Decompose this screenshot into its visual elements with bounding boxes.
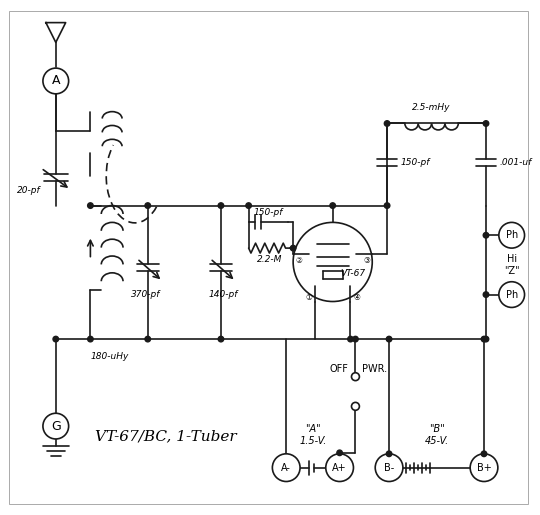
Circle shape: [483, 121, 489, 126]
Circle shape: [53, 336, 58, 342]
Circle shape: [386, 336, 392, 342]
Circle shape: [272, 454, 300, 482]
Circle shape: [87, 203, 93, 209]
Text: A-: A-: [281, 462, 291, 473]
Text: VT-67: VT-67: [341, 269, 366, 278]
Circle shape: [481, 451, 487, 457]
Circle shape: [483, 336, 489, 342]
Circle shape: [483, 292, 489, 297]
Circle shape: [218, 336, 224, 342]
Text: 150-pf: 150-pf: [401, 158, 430, 167]
Circle shape: [384, 121, 390, 126]
Circle shape: [499, 222, 524, 248]
Circle shape: [87, 336, 93, 342]
Circle shape: [145, 203, 151, 209]
Circle shape: [384, 203, 390, 209]
Text: 20-pf: 20-pf: [17, 186, 41, 195]
Circle shape: [499, 282, 524, 307]
Text: ①: ①: [305, 293, 312, 302]
Circle shape: [386, 451, 392, 457]
Text: A: A: [51, 75, 60, 88]
Text: 2.5-mHy: 2.5-mHy: [413, 103, 451, 112]
Text: Ph: Ph: [505, 289, 518, 300]
Circle shape: [218, 203, 224, 209]
Circle shape: [375, 454, 403, 482]
Text: "B"
45-V.: "B" 45-V.: [424, 424, 449, 446]
Circle shape: [470, 454, 498, 482]
Text: 150-pf: 150-pf: [254, 208, 283, 217]
Text: Ph: Ph: [505, 230, 518, 241]
Text: .001-uf: .001-uf: [500, 158, 532, 167]
Circle shape: [293, 222, 372, 301]
Text: A+: A+: [332, 462, 347, 473]
Text: 180-uHy: 180-uHy: [90, 352, 129, 361]
Circle shape: [326, 454, 354, 482]
Circle shape: [353, 336, 358, 342]
Circle shape: [352, 373, 360, 381]
Text: G: G: [51, 420, 60, 433]
Text: 140-pf: 140-pf: [208, 289, 238, 299]
Circle shape: [483, 232, 489, 238]
Text: ③: ③: [363, 256, 370, 265]
Text: Hi
"Z": Hi "Z": [504, 254, 519, 276]
Text: "A"
1.5-V.: "A" 1.5-V.: [299, 424, 327, 446]
Text: 370-pf: 370-pf: [131, 289, 160, 299]
Text: 2.2-M: 2.2-M: [256, 255, 282, 265]
Text: OFF: OFF: [329, 364, 348, 374]
Circle shape: [352, 402, 360, 410]
Circle shape: [330, 203, 335, 209]
Circle shape: [246, 203, 252, 209]
Text: PWR.: PWR.: [362, 364, 388, 374]
Text: VT-67/BC, 1-Tuber: VT-67/BC, 1-Tuber: [96, 429, 237, 443]
Circle shape: [145, 336, 151, 342]
Circle shape: [481, 336, 487, 342]
Circle shape: [43, 413, 69, 439]
Circle shape: [291, 245, 296, 251]
Circle shape: [337, 450, 342, 456]
Circle shape: [43, 68, 69, 94]
Text: B-: B-: [384, 462, 394, 473]
Text: B+: B+: [477, 462, 491, 473]
Circle shape: [348, 336, 353, 342]
Text: ②: ②: [295, 256, 302, 265]
Text: ④: ④: [354, 293, 360, 302]
